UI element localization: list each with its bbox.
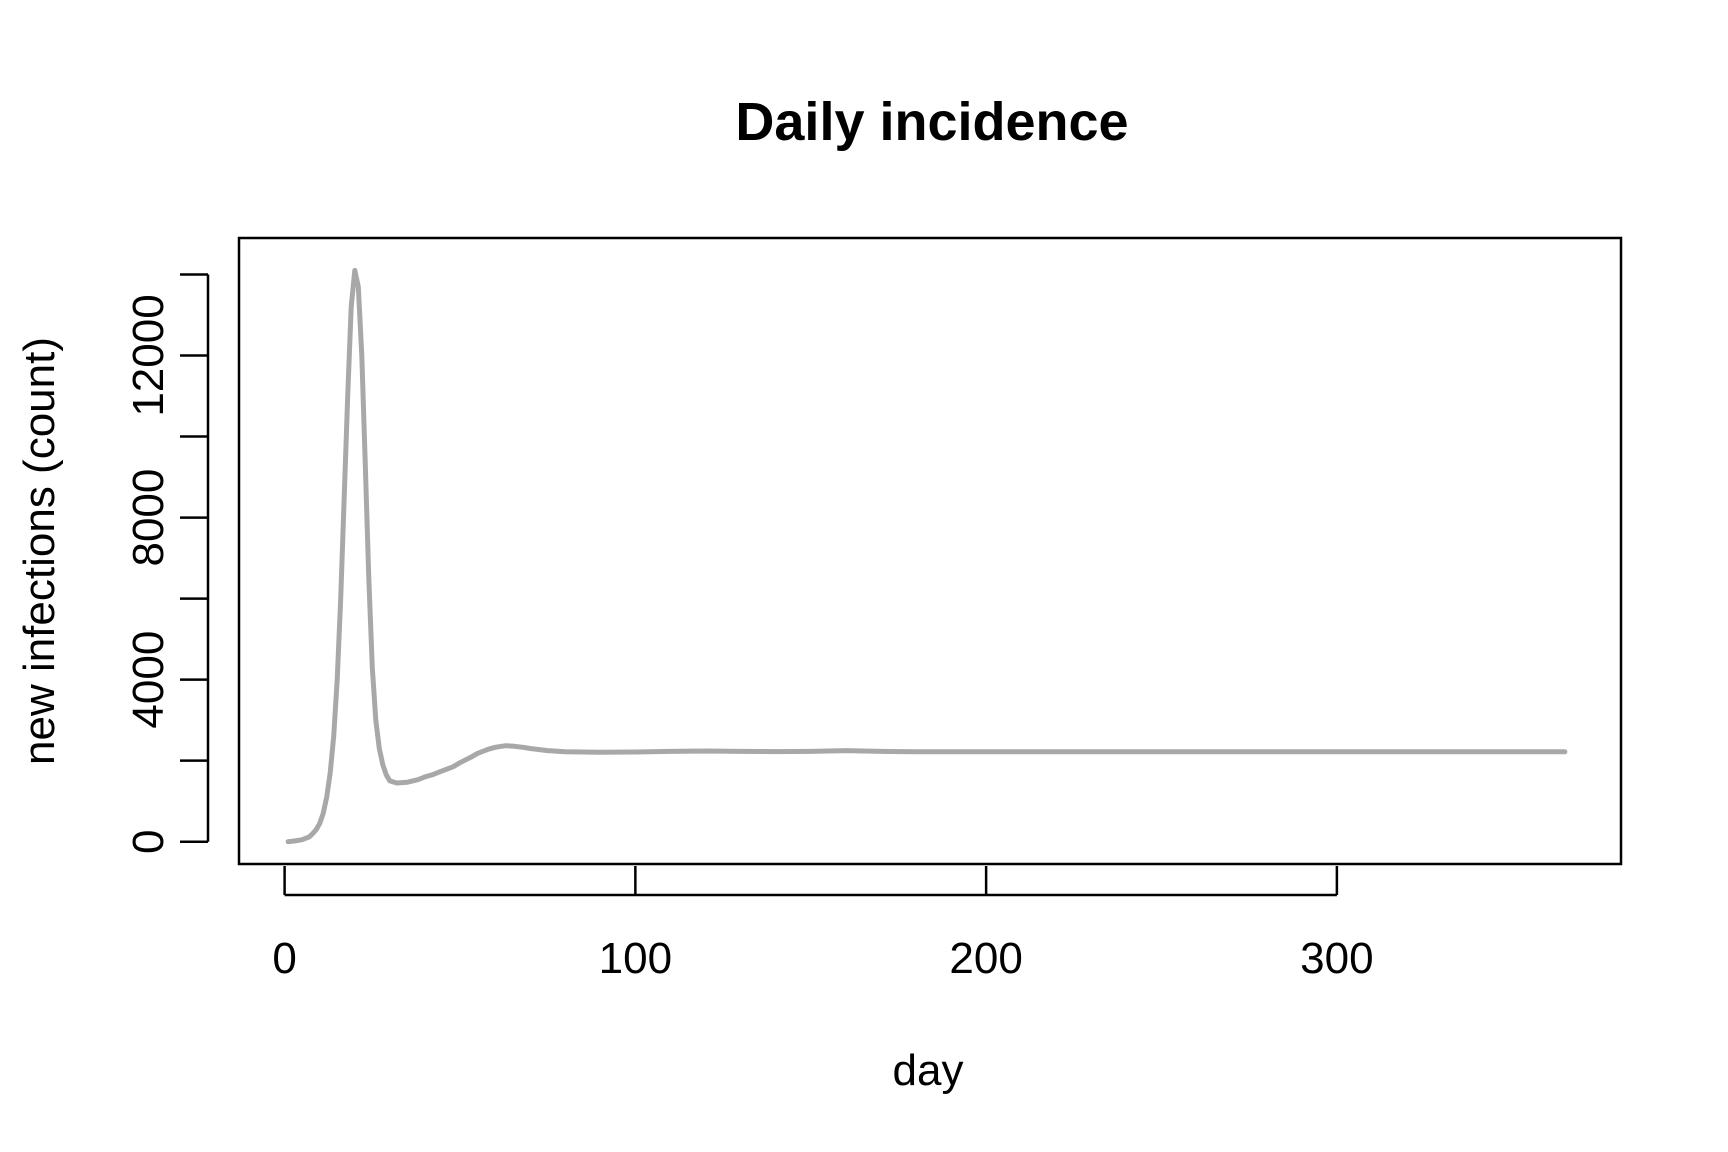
- plot-frame: [237, 236, 1623, 866]
- series-layer: [285, 267, 1568, 845]
- x-tick-label: 200: [949, 934, 1022, 983]
- y-axis: 0 4000 8000 12000: [124, 273, 210, 854]
- series-line: [285, 267, 1568, 845]
- y-tick-label: 0: [124, 829, 173, 853]
- chart-title: Daily incidence: [735, 92, 1128, 152]
- y-tick-label: 4000: [124, 631, 173, 729]
- y-axis-label: new infections (count): [15, 337, 64, 765]
- x-tick-label: 300: [1300, 934, 1373, 983]
- x-tick-label: 100: [599, 934, 672, 983]
- y-tick-label: 12000: [124, 294, 173, 416]
- x-axis-label: day: [893, 1046, 964, 1095]
- y-tick-label: 8000: [124, 469, 173, 567]
- x-axis: 0 100 200 300: [272, 866, 1374, 983]
- x-tick-label: 0: [272, 934, 296, 983]
